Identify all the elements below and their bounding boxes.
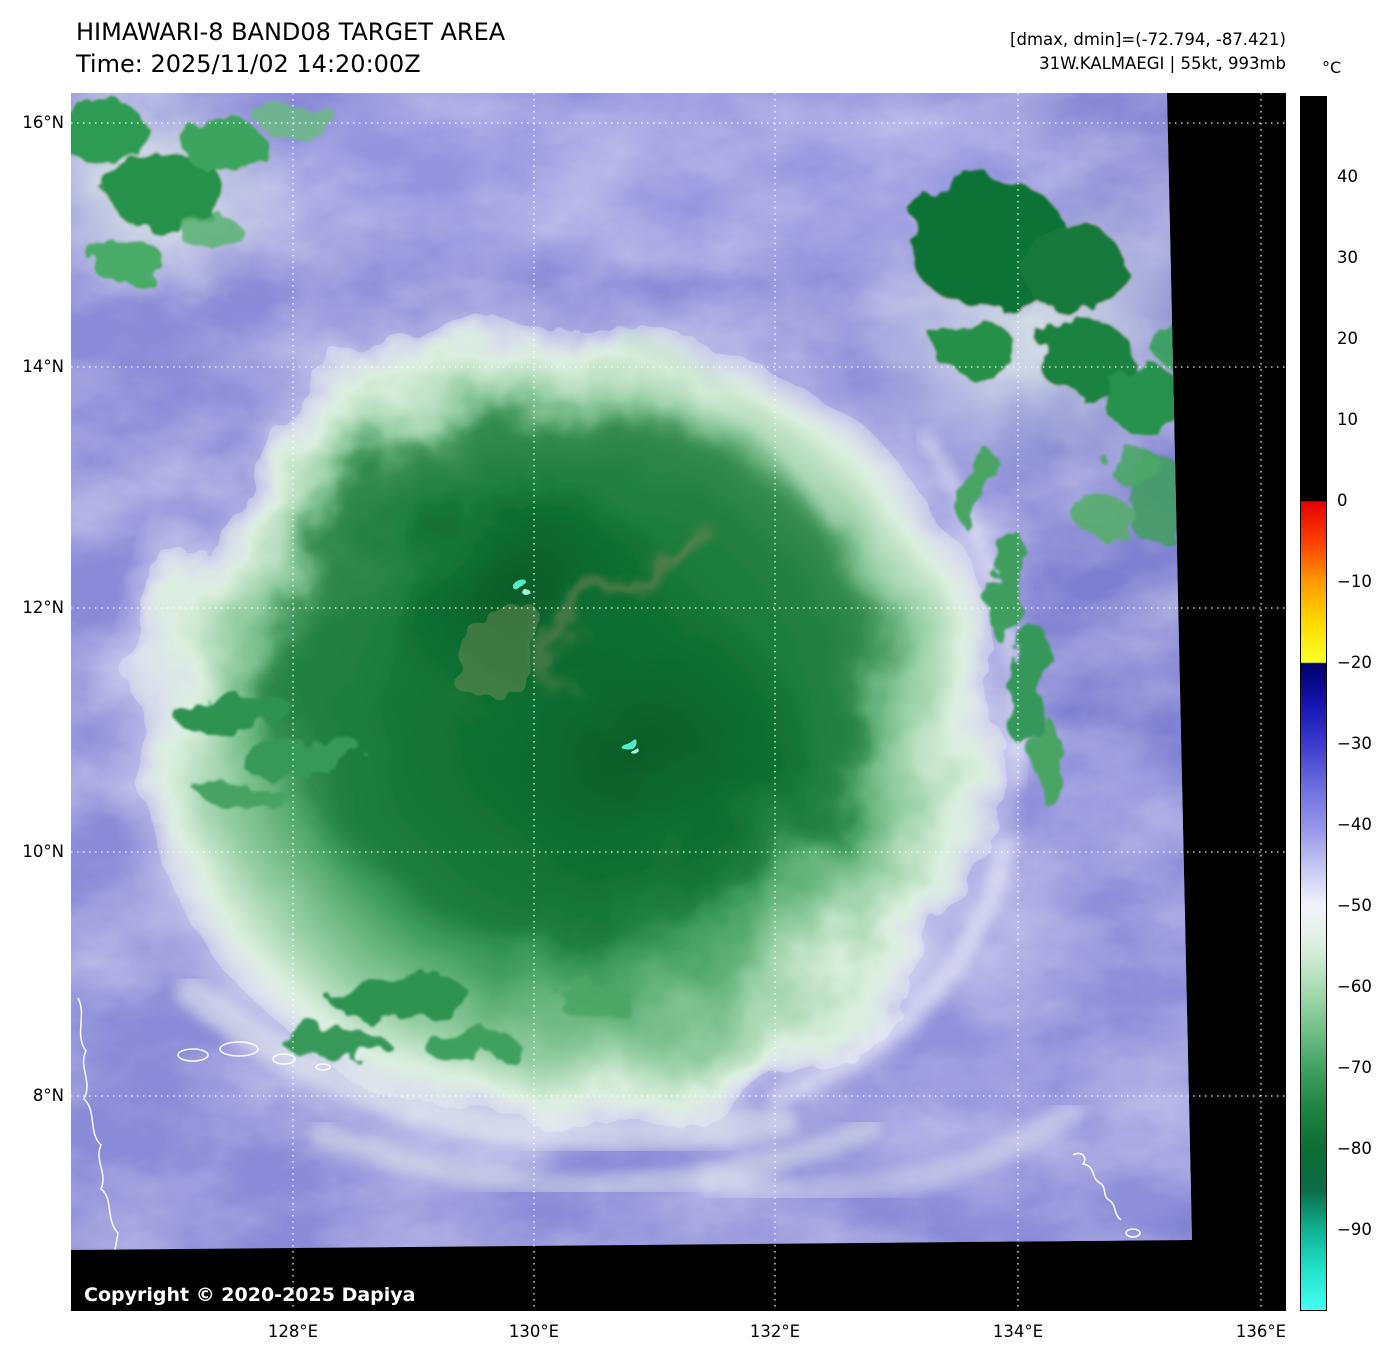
cloud-patches-southwest (180, 696, 633, 1061)
dmax-dmin-label: [dmax, dmin]=(-72.794, -87.421) (1010, 30, 1286, 49)
cloud-cluster-northwest (71, 93, 341, 303)
figure-title: HIMAWARI-8 BAND08 TARGET AREA (76, 18, 506, 46)
cbar-tick-20: 20 (1337, 329, 1358, 348)
x-tick-128e: 128°E (267, 1322, 319, 1341)
coldest-top-west (523, 588, 537, 602)
cbar-tick-40: 40 (1337, 167, 1358, 186)
cbar-tick-m40: −40 (1337, 815, 1372, 834)
cbar-tick-m50: −50 (1337, 896, 1372, 915)
x-tick-132e: 132°E (749, 1322, 801, 1341)
y-tick-8n: 8°N (32, 1086, 64, 1105)
storm-info-label: 31W.KALMAEGI | 55kt, 993mb (1039, 54, 1286, 73)
coldest-top-east (610, 725, 626, 741)
cloud-cluster-northeast (846, 163, 1192, 546)
cbar-tick-m10: −10 (1337, 572, 1372, 591)
cloud-filaments (175, 330, 1084, 1203)
y-tick-16n: 16°N (22, 113, 64, 132)
colorbar-unit-label: °C (1322, 58, 1342, 77)
y-tick-14n: 14°N (22, 357, 64, 376)
cloud-streaks-east (959, 447, 1159, 805)
y-tick-10n: 10°N (22, 842, 64, 861)
cbar-tick-30: 30 (1337, 248, 1358, 267)
x-tick-136e: 136°E (1235, 1322, 1287, 1341)
figure-time: Time: 2025/11/02 14:20:00Z (76, 50, 421, 78)
cbar-tick-0: 0 (1337, 491, 1348, 510)
cbar-tick-10: 10 (1337, 410, 1358, 429)
satellite-image: Copyright © 2020-2025 Dapiya (71, 93, 1286, 1311)
copyright-text: Copyright © 2020-2025 Dapiya (84, 1284, 415, 1306)
y-tick-12n: 12°N (22, 598, 64, 617)
x-tick-134e: 134°E (992, 1322, 1044, 1341)
cbar-tick-m20: −20 (1337, 653, 1372, 672)
data-region (71, 93, 1192, 1250)
cbar-tick-m80: −80 (1337, 1139, 1372, 1158)
cbar-tick-m70: −70 (1337, 1058, 1372, 1077)
x-tick-130e: 130°E (508, 1322, 560, 1341)
temperature-colorbar (1300, 96, 1327, 1311)
cbar-tick-m90: −90 (1337, 1220, 1372, 1239)
cbar-tick-m30: −30 (1337, 734, 1372, 753)
typhoon-cloud-shield (93, 281, 1049, 1185)
satellite-map: Copyright © 2020-2025 Dapiya (71, 93, 1286, 1311)
cbar-tick-m60: −60 (1337, 977, 1372, 996)
latlon-gridlines (71, 93, 1286, 1311)
coastline (77, 997, 1141, 1250)
